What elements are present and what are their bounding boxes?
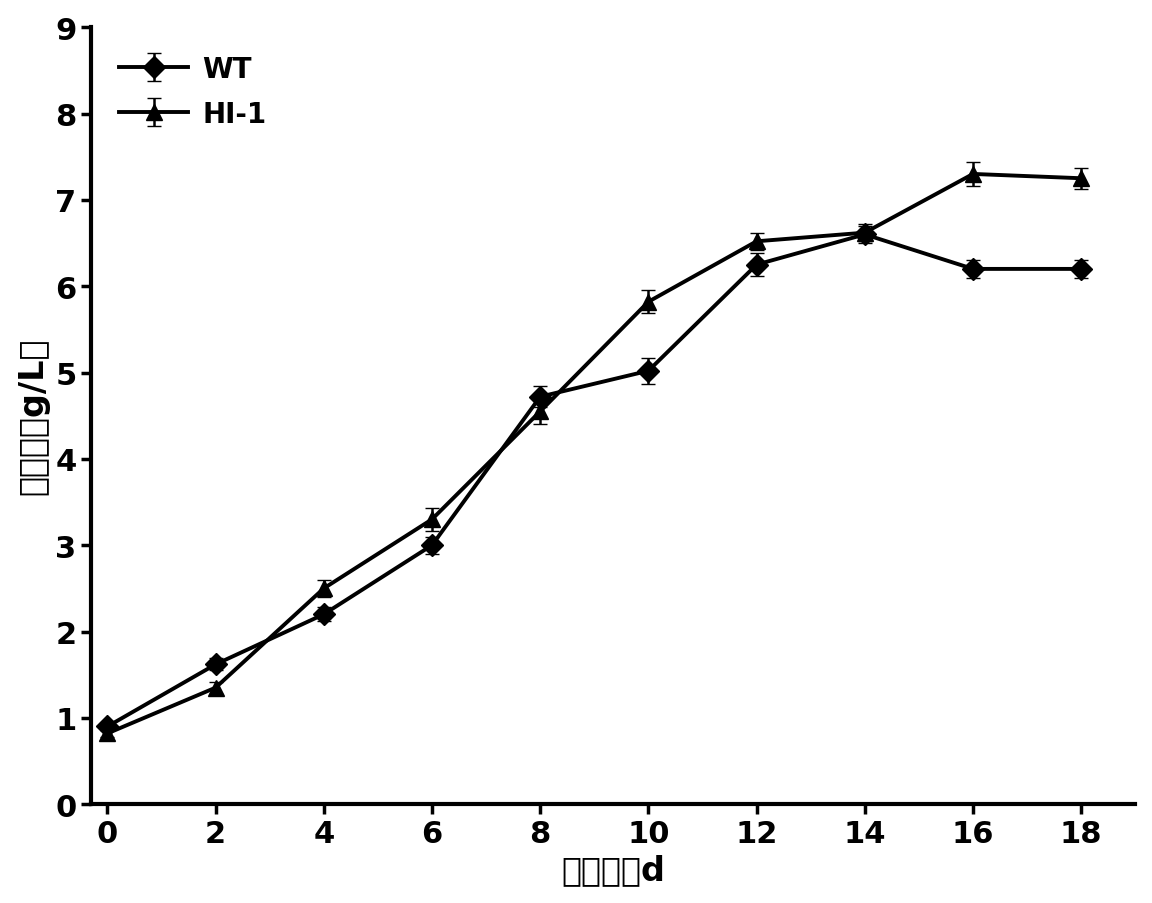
X-axis label: 培养时间d: 培养时间d <box>561 853 665 887</box>
Legend: WT, HI-1: WT, HI-1 <box>105 42 280 143</box>
Y-axis label: 生物量（g/L）: 生物量（g/L） <box>16 338 50 495</box>
